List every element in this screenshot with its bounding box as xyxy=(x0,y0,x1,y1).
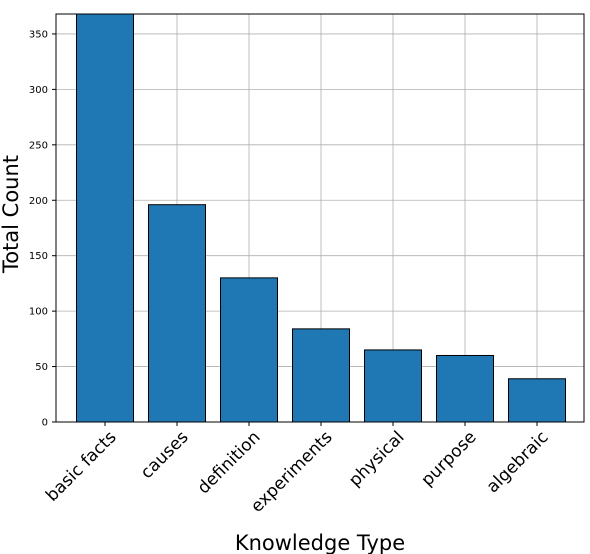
x-axis-title: Knowledge Type xyxy=(235,531,405,554)
y-tick-label: 0 xyxy=(42,418,48,429)
bar xyxy=(364,349,422,423)
y-axis-ticks: 0 50 100 150 200 250 300 350 xyxy=(29,29,56,429)
x-tick-label: purpose xyxy=(418,427,481,490)
x-tick-label: definition xyxy=(194,427,265,498)
y-tick-label: 250 xyxy=(29,140,48,151)
y-tick-label: 50 xyxy=(35,362,48,373)
bar xyxy=(436,354,494,423)
x-tick-label: algebraic xyxy=(483,427,553,497)
y-tick-label: 200 xyxy=(29,196,48,207)
bars xyxy=(76,13,566,423)
bar xyxy=(148,204,206,423)
x-tick-label: causes xyxy=(137,427,193,483)
x-tick-label: basic facts xyxy=(42,427,120,505)
y-tick-label: 150 xyxy=(29,251,48,262)
bar xyxy=(508,378,566,423)
y-tick-label: 300 xyxy=(29,85,48,96)
y-axis-title: Total Count xyxy=(0,155,23,274)
bar xyxy=(76,13,134,423)
x-tick-label: physical xyxy=(345,427,408,490)
y-tick-label: 350 xyxy=(29,29,48,40)
plot-frame xyxy=(55,13,585,423)
bar xyxy=(292,328,350,423)
bar xyxy=(220,277,278,423)
y-tick-label: 100 xyxy=(29,307,48,318)
